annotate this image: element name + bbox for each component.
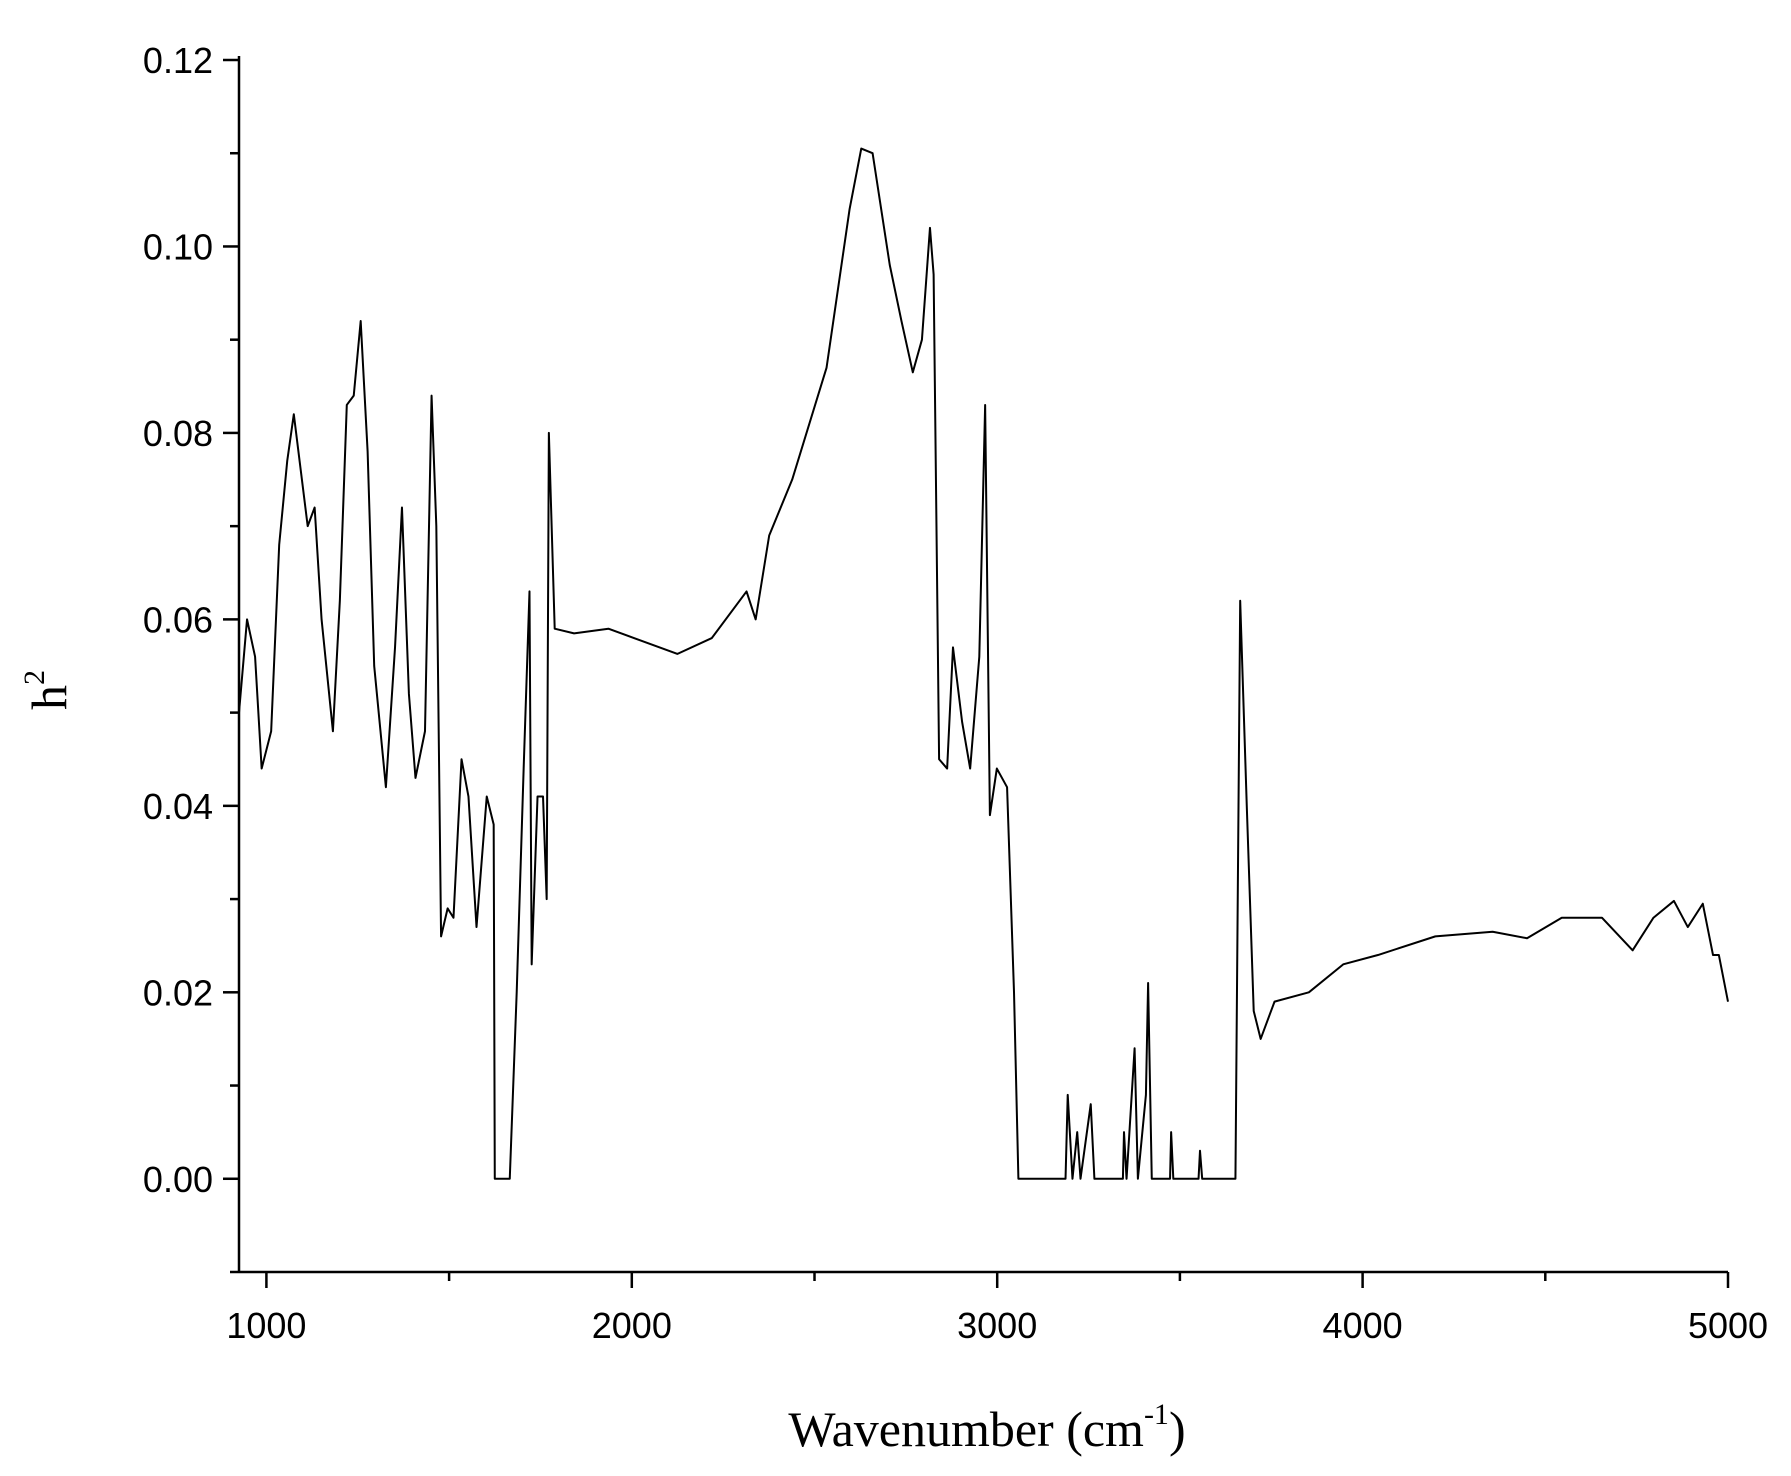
x-axis-title-text: Wavenumber (cm	[788, 1401, 1144, 1457]
y-tick-label: 0.00	[143, 1159, 213, 1200]
y-tick-label: 0.04	[143, 786, 213, 827]
x-tick-label: 4000	[1323, 1305, 1403, 1346]
x-tick-label: 1000	[226, 1305, 306, 1346]
y-tick-label: 0.12	[143, 40, 213, 81]
x-axis-title-suffix: )	[1169, 1401, 1186, 1457]
y-axis-title: h2	[18, 670, 77, 710]
y-axis-title-superscript: 2	[18, 670, 51, 685]
y-tick-label: 0.08	[143, 413, 213, 454]
y-tick-label: 0.06	[143, 599, 213, 640]
y-tick-label: 0.10	[143, 226, 213, 267]
x-tick-label: 5000	[1688, 1305, 1768, 1346]
x-tick-label: 2000	[592, 1305, 672, 1346]
y-tick-label: 0.02	[143, 972, 213, 1013]
x-tick-label: 3000	[957, 1305, 1037, 1346]
spectrum-line	[238, 147, 1729, 1180]
y-axis-title-text: h	[21, 685, 77, 710]
x-axis-title-superscript: -1	[1144, 1398, 1169, 1431]
x-axis-title: Wavenumber (cm-1)	[788, 1398, 1185, 1457]
